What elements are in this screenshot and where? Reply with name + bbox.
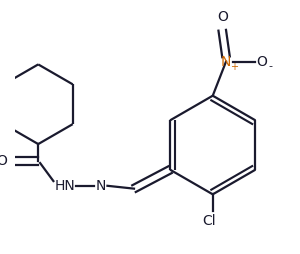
Text: N: N [221,55,231,69]
Text: O: O [256,55,268,69]
Text: -: - [268,61,273,71]
Text: HN: HN [54,179,75,193]
Text: +: + [230,62,238,72]
Text: N: N [96,179,106,193]
Text: O: O [217,10,228,24]
Text: O: O [0,154,8,168]
Text: Cl: Cl [202,214,216,228]
